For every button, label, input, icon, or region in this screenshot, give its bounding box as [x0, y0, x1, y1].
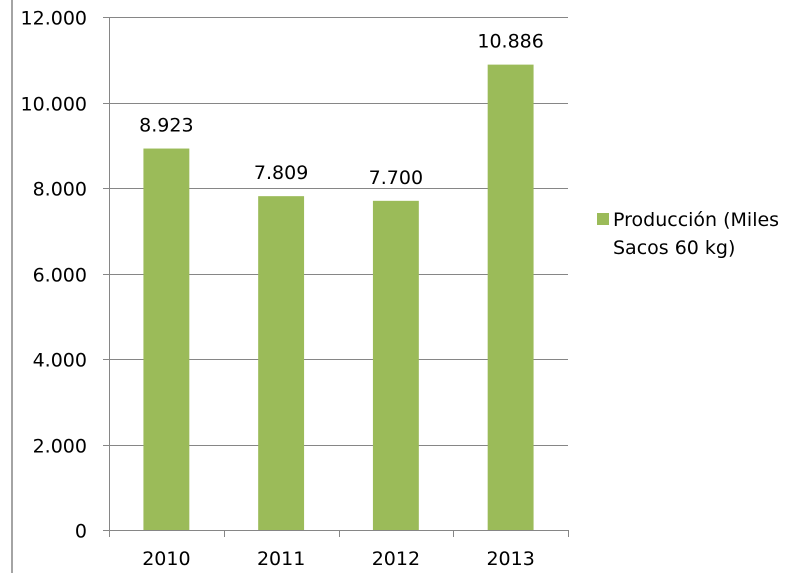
data-label-2011: 7.809	[254, 162, 308, 184]
data-label-2010: 8.923	[139, 115, 193, 137]
data-label-2013: 10.886	[477, 31, 543, 53]
x-tick-label-2012: 2012	[372, 548, 420, 570]
y-tick-label: 6.000	[33, 265, 87, 287]
y-tick-label: 4.000	[33, 350, 87, 372]
y-tick-label: 0	[75, 521, 87, 543]
x-tick-label-2013: 2013	[486, 548, 534, 570]
data-label-2012: 7.700	[369, 167, 423, 189]
axes	[103, 17, 569, 537]
y-tick-label: 12.000	[21, 8, 87, 30]
y-tick-label: 10.000	[21, 94, 87, 116]
legend-label: Producción (Miles Sacos 60 kg)	[613, 209, 780, 259]
x-tick-label-2011: 2011	[257, 548, 305, 570]
y-tick-label: 8.000	[33, 179, 87, 201]
legend: Producción (Miles Sacos 60 kg)	[597, 206, 809, 262]
labels: 0 2.000 4.000 6.000 8.000 10.000 12.000 8.923 20…	[21, 8, 544, 571]
bar-2012	[372, 200, 419, 530]
bars	[143, 64, 534, 530]
bar-2010	[143, 148, 190, 530]
bar-2013	[487, 64, 534, 530]
x-tick-label-2010: 2010	[142, 548, 190, 570]
legend-swatch	[597, 213, 609, 225]
bar-2011	[258, 196, 305, 530]
y-tick-label: 2.000	[33, 436, 87, 458]
